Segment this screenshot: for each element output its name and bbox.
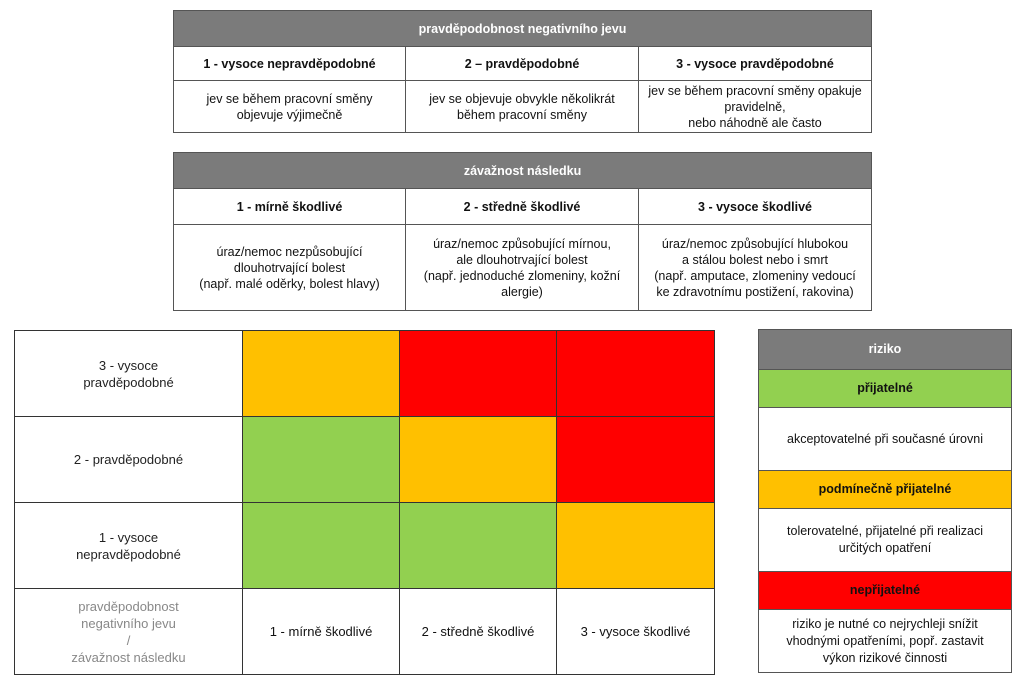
matrix-row-label-1: 1 - vysoce nepravděpodobné bbox=[14, 502, 243, 589]
matrix-row-label-3: 3 - vysoce pravděpodobné bbox=[14, 330, 243, 417]
severity-title: závažnost následku bbox=[172, 152, 873, 189]
probability-table: pravděpodobnost negativního jevu 1 - vys… bbox=[173, 10, 872, 133]
severity-desc-2: úraz/nemoc způsobující mírnou, ale dlouh… bbox=[405, 224, 639, 311]
matrix-cell bbox=[399, 502, 557, 589]
risk-matrix: 3 - vysoce pravděpodobné 2 - pravděpodob… bbox=[14, 330, 715, 675]
severity-desc-1: úraz/nemoc nezpůsobující dlouhotrvající … bbox=[173, 224, 406, 311]
probability-level-3: 3 - vysoce pravděpodobné bbox=[638, 46, 872, 81]
severity-level-1: 1 - mírně škodlivé bbox=[173, 188, 406, 225]
matrix-cell bbox=[556, 416, 715, 503]
matrix-cell bbox=[399, 416, 557, 503]
risk-legend: riziko přijatelné akceptovatelné při sou… bbox=[758, 329, 1012, 673]
severity-desc-3: úraz/nemoc způsobující hlubokou a stálou… bbox=[637, 224, 873, 311]
matrix-row-label-2: 2 - pravděpodobné bbox=[14, 416, 243, 503]
matrix-cell bbox=[242, 502, 400, 589]
severity-table: závažnost následku 1 - mírně škodlivé 2 … bbox=[172, 152, 873, 311]
probability-title: pravděpodobnost negativního jevu bbox=[173, 10, 872, 47]
matrix-cell bbox=[556, 502, 715, 589]
legend-unacceptable-desc: riziko je nutné co nejrychleji snížit vh… bbox=[758, 609, 1012, 673]
matrix-corner-label: pravděpodobnost negativního jevu / závaž… bbox=[14, 588, 243, 675]
legend-acceptable-desc: akceptovatelné při současné úrovni bbox=[758, 407, 1012, 471]
probability-desc-3: jev se během pracovní směny opakuje prav… bbox=[638, 80, 872, 133]
probability-level-1: 1 - vysoce nepravděpodobné bbox=[173, 46, 406, 81]
matrix-cell bbox=[399, 330, 557, 417]
probability-desc-1: jev se během pracovní směny objevuje výj… bbox=[173, 80, 406, 133]
probability-desc-2: jev se objevuje obvykle několikrát během… bbox=[405, 80, 639, 133]
legend-unacceptable-label: nepřijatelné bbox=[758, 571, 1012, 610]
matrix-col-label-3: 3 - vysoce škodlivé bbox=[556, 588, 715, 675]
legend-conditional-label: podmínečně přijatelné bbox=[758, 470, 1012, 509]
legend-conditional-desc: tolerovatelné, přijatelné při realizaci … bbox=[758, 508, 1012, 572]
probability-level-2: 2 – pravděpodobné bbox=[405, 46, 639, 81]
legend-title: riziko bbox=[758, 329, 1012, 370]
legend-acceptable-label: přijatelné bbox=[758, 369, 1012, 408]
severity-level-3: 3 - vysoce škodlivé bbox=[637, 188, 873, 225]
matrix-col-label-2: 2 - středně škodlivé bbox=[399, 588, 557, 675]
matrix-cell bbox=[242, 416, 400, 503]
severity-level-2: 2 - středně škodlivé bbox=[405, 188, 639, 225]
matrix-col-label-1: 1 - mírně škodlivé bbox=[242, 588, 400, 675]
matrix-cell bbox=[556, 330, 715, 417]
matrix-cell bbox=[242, 330, 400, 417]
